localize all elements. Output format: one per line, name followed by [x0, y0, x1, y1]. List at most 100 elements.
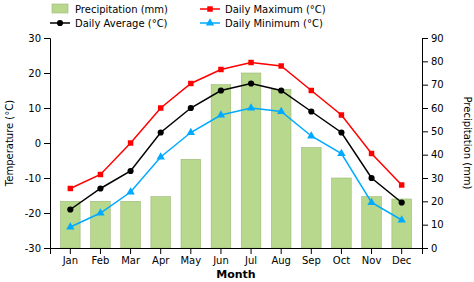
tick: -10	[25, 173, 50, 184]
marker	[188, 81, 193, 86]
legend-item: Precipitation (mm)	[52, 4, 168, 15]
tick-mark	[160, 248, 161, 254]
tick-mark	[422, 248, 428, 249]
marker	[217, 110, 225, 117]
tick-label: -10	[25, 173, 41, 184]
tick-label: 30	[28, 33, 41, 44]
marker	[309, 88, 314, 93]
marker	[307, 131, 315, 138]
tick: Nov	[362, 248, 382, 266]
marker	[308, 108, 314, 114]
bar	[362, 197, 382, 248]
legend-item: Daily Maximum (°C)	[200, 4, 326, 15]
line-series	[67, 80, 405, 212]
marker	[218, 67, 223, 72]
marker	[126, 187, 134, 194]
tick-label: 50	[431, 126, 444, 137]
tick-label: -30	[25, 243, 41, 254]
tick-mark	[371, 248, 372, 254]
tick-label: 80	[431, 56, 444, 67]
x-axis-title: Month	[216, 268, 255, 281]
tick-mark	[220, 248, 221, 254]
axis: 0102030405060708090	[422, 33, 444, 254]
legend-label: Daily Average (°C)	[75, 18, 168, 29]
tick: 10	[422, 219, 444, 230]
tick-mark	[44, 213, 50, 214]
tick-label: 10	[431, 219, 444, 230]
bar	[121, 201, 141, 248]
marker	[247, 103, 255, 110]
tick: Sep	[302, 248, 321, 266]
tick-mark	[422, 178, 428, 179]
tick-mark	[44, 73, 50, 74]
tick: -20	[25, 208, 50, 219]
bar	[151, 197, 171, 248]
tick: 70	[422, 79, 444, 90]
marker	[157, 152, 165, 159]
legend-item: Daily Minimum (°C)	[200, 18, 323, 29]
tick-mark	[422, 155, 428, 156]
legend-marker	[207, 6, 212, 11]
line	[70, 108, 401, 227]
tick-mark	[422, 38, 428, 39]
tick: Feb	[92, 248, 110, 266]
tick-mark	[44, 38, 50, 39]
marker	[367, 198, 375, 205]
marker	[127, 168, 133, 174]
tick: 90	[422, 33, 444, 44]
tick-label: 20	[431, 196, 444, 207]
axis-line	[44, 39, 51, 249]
legend-marker	[206, 18, 214, 25]
bar	[211, 85, 231, 248]
marker	[399, 182, 404, 187]
tick-label: 20	[28, 68, 41, 79]
chart: JanFebMarAprMayJunJulAugSepOctNovDec-30-…	[0, 0, 474, 282]
tick-mark	[422, 61, 428, 62]
tick-mark	[70, 248, 71, 254]
marker	[399, 199, 405, 205]
tick-label: 40	[431, 149, 444, 160]
tick: Jul	[244, 248, 257, 266]
marker	[248, 80, 254, 86]
tick-label: May	[180, 255, 201, 266]
marker	[337, 149, 345, 156]
tick: 20	[28, 68, 50, 79]
tick-label: Apr	[152, 255, 170, 266]
legend-label: Daily Maximum (°C)	[225, 4, 326, 15]
legend-swatch	[52, 4, 68, 13]
y2-axis-title: Precipitation (mm)	[462, 97, 473, 190]
tick: 50	[422, 126, 444, 137]
tick-label: Jun	[212, 255, 229, 266]
plot: JanFebMarAprMayJunJulAugSepOctNovDec-30-…	[25, 33, 444, 266]
marker	[68, 186, 73, 191]
tick-mark	[130, 248, 131, 254]
bar	[271, 89, 291, 248]
tick-mark	[190, 248, 191, 254]
marker	[96, 208, 104, 215]
tick: Jan	[62, 248, 78, 266]
tick-label: Dec	[392, 255, 411, 266]
tick-mark	[422, 85, 428, 86]
marker	[66, 222, 74, 229]
marker	[188, 105, 194, 111]
tick-label: Nov	[362, 255, 382, 266]
legend-marker	[57, 20, 63, 26]
marker	[338, 129, 344, 135]
tick-label: 10	[28, 103, 41, 114]
bar	[241, 73, 261, 248]
marker	[67, 206, 73, 212]
tick: 10	[28, 103, 50, 114]
line	[70, 84, 401, 210]
tick-mark	[422, 201, 428, 202]
legend-item: Daily Average (°C)	[50, 18, 168, 29]
tick-label: Jul	[244, 255, 257, 266]
y-axis-title: Temperature (°C)	[4, 100, 15, 187]
marker	[187, 128, 195, 135]
tick-label: Sep	[302, 255, 321, 266]
tick-mark	[341, 248, 342, 254]
tick-mark	[281, 248, 282, 254]
marker	[368, 175, 374, 181]
tick-mark	[422, 225, 428, 226]
tick: Jun	[212, 248, 229, 266]
tick-mark	[44, 108, 50, 109]
